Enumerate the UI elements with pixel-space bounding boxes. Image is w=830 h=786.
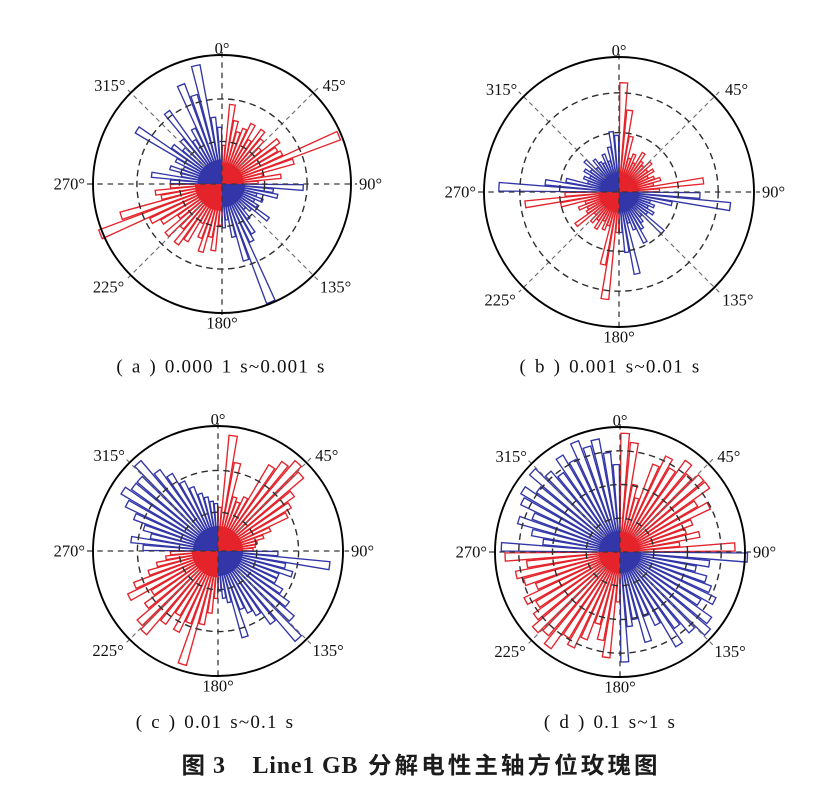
svg-text:225°: 225° [93,277,124,296]
svg-text:270°: 270° [456,543,487,562]
svg-text:90°: 90° [359,175,382,194]
svg-text:0°: 0° [211,410,226,429]
svg-text:( c ) 0.01 s~0.1 s: ( c ) 0.01 s~0.1 s [136,712,295,733]
svg-text:180°: 180° [604,678,635,697]
svg-text:0°: 0° [215,39,230,58]
svg-text:315°: 315° [94,76,125,95]
svg-text:225°: 225° [494,642,525,661]
svg-text:270°: 270° [54,542,85,561]
svg-text:3: 3 [213,753,225,779]
svg-text:135°: 135° [320,277,351,296]
svg-text:45°: 45° [717,447,740,466]
svg-text:90°: 90° [762,183,785,202]
svg-text:315°: 315° [486,80,517,99]
svg-text:( d ) 0.1 s~1 s: ( d ) 0.1 s~1 s [544,712,676,733]
svg-text:315°: 315° [496,447,527,466]
svg-text:45°: 45° [315,446,338,465]
svg-text:135°: 135° [714,642,745,661]
svg-text:180°: 180° [202,677,233,696]
svg-text:270°: 270° [54,175,85,194]
svg-text:135°: 135° [722,290,753,309]
svg-text:( b ) 0.001 s~0.01 s: ( b ) 0.001 s~0.01 s [520,357,701,378]
svg-text:0°: 0° [612,41,627,60]
svg-text:45°: 45° [725,80,748,99]
svg-text:90°: 90° [351,542,374,561]
svg-text:225°: 225° [92,641,123,660]
svg-text:Line1 GB: Line1 GB [253,753,359,779]
svg-text:180°: 180° [603,328,634,347]
svg-text:135°: 135° [312,641,343,660]
svg-text:270°: 270° [445,183,476,202]
svg-text:315°: 315° [94,446,125,465]
svg-text:( a ) 0.000 1 s~0.001 s: ( a ) 0.000 1 s~0.001 s [116,357,325,378]
svg-text:225°: 225° [485,290,516,309]
svg-text:180°: 180° [206,314,237,333]
svg-text:45°: 45° [323,76,346,95]
svg-text:0°: 0° [613,411,628,430]
svg-text:90°: 90° [753,543,776,562]
